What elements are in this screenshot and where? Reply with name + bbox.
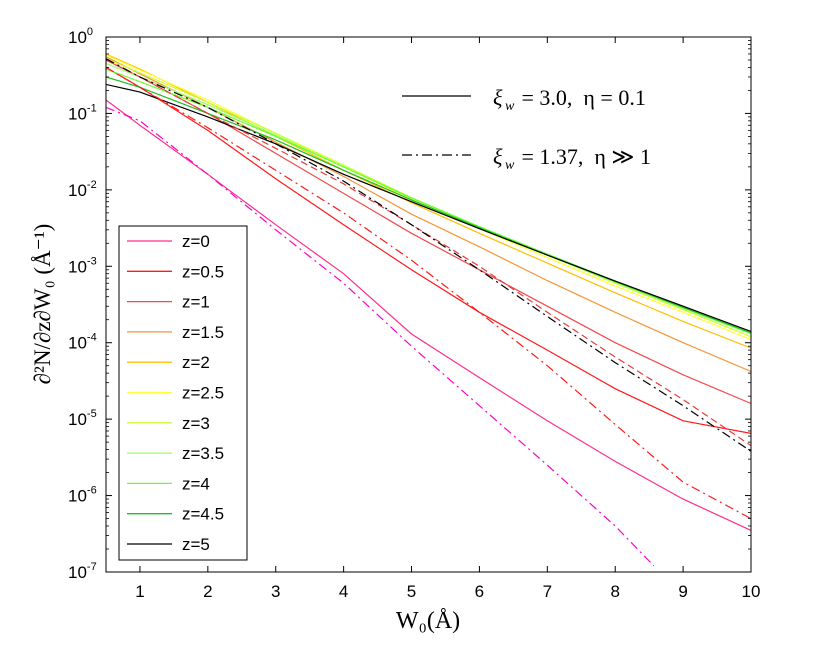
x-tick-label-4: 5 [407, 582, 416, 601]
x-tick-label-1: 2 [203, 582, 212, 601]
y-tick-label-4: 10-4 [68, 332, 97, 353]
annotation-dashdot-sub: w [505, 158, 515, 173]
annotation-dashdot-xi: ξ [493, 144, 503, 169]
annotation-dashdot: ξ w = 1.37, η ≫ 1 [402, 144, 651, 173]
legend: z=0 z=0.5 z=1 z=1.5 z=2 z=2.5 z=3 z=3.5 z=4 z=4.5… [118, 225, 248, 561]
x-tick-label-5: 6 [475, 582, 484, 601]
legend-label-4: z=2 [182, 353, 210, 372]
series-line-0 [106, 99, 751, 531]
y-tick-label-0: 100 [68, 26, 93, 47]
legend-label-10: z=5 [182, 535, 210, 554]
plot-frame [105, 36, 752, 573]
annotation-solid-xi: ξ [493, 85, 503, 110]
legend-label-0: z=0 [182, 232, 210, 251]
series-line-4 [106, 53, 751, 349]
legend-label-7: z=3.5 [182, 444, 224, 463]
legend-label-6: z=3 [182, 414, 210, 433]
legend-label-9: z=4.5 [182, 505, 224, 524]
annotation-solid-sub: w [505, 99, 515, 114]
y-tick-label-2: 10-2 [68, 179, 97, 200]
y-tick-label-7: 10-7 [68, 561, 97, 582]
x-axis-label: W₀(Å) [396, 608, 460, 634]
series-line-11 [106, 106, 655, 567]
series-line-9 [106, 76, 751, 334]
x-tick-label-7: 8 [610, 582, 619, 601]
y-tick-label-6: 10-6 [68, 485, 97, 506]
legend-label-5: z=2.5 [182, 384, 224, 403]
x-tick-label-6: 7 [543, 582, 552, 601]
series-line-14 [106, 58, 751, 452]
series-line-12 [106, 66, 751, 520]
y-tick-label-1: 10-1 [68, 102, 97, 123]
y-tick-label-3: 10-3 [68, 255, 97, 276]
x-tick-label-9: 10 [742, 582, 761, 601]
legend-label-1: z=0.5 [182, 262, 224, 281]
legend-label-2: z=1 [182, 293, 210, 312]
series-line-10 [106, 83, 751, 333]
x-tick-label-0: 1 [135, 582, 144, 601]
annotation-solid-text: = 3.0, η = 0.1 [516, 85, 646, 110]
x-tick-label-2: 3 [271, 582, 280, 601]
series-layer [106, 53, 751, 567]
legend-label-8: z=4 [182, 474, 210, 493]
x-tick-label-3: 4 [339, 582, 348, 601]
x-tick-label-8: 9 [678, 582, 687, 601]
annotation-solid: ξ w = 3.0, η = 0.1 [402, 85, 646, 114]
series-line-3 [106, 56, 751, 373]
y-tick-label-5: 10-5 [68, 408, 97, 429]
series-line-1 [106, 66, 751, 434]
annotation-dashdot-text: = 1.37, η ≫ 1 [516, 144, 651, 169]
y-axis-label: ∂²N/∂z∂W₀ (Å⁻¹) [30, 224, 55, 385]
legend-label-3: z=1.5 [182, 323, 224, 342]
